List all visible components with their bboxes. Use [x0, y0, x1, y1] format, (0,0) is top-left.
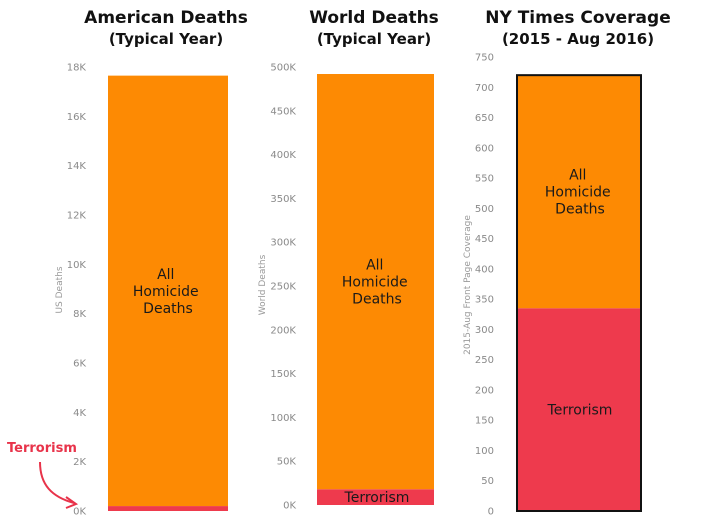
- y-tick-label: 10K: [67, 260, 87, 271]
- y-tick-label: 400: [475, 264, 494, 275]
- y-tick-label: 300K: [270, 238, 296, 249]
- annotation-arrow-head: [65, 496, 79, 509]
- y-tick-label: 200: [475, 385, 494, 396]
- bar-label-line: All: [366, 258, 383, 274]
- panel-subtitle: (Typical Year): [109, 30, 223, 48]
- panel-subtitle: (2015 - Aug 2016): [502, 30, 654, 48]
- y-tick-label: 0: [488, 507, 494, 518]
- annotation-arrow: [39, 461, 75, 504]
- bar-segment-homicide: [317, 74, 434, 490]
- bar-label-line: All: [157, 267, 174, 283]
- bar-label-line: Homicide: [133, 284, 199, 300]
- y-axis-ticks: 0K 50K 100K 150K 200K 250K 300K 350K 400K 450K 500…: [270, 63, 296, 512]
- y-axis-ticks: 0 50 100 150 200 250 300 350 400 450 500 550 600 650 7…: [475, 53, 494, 518]
- y-tick-label: 100K: [270, 413, 296, 424]
- y-tick-label: 50: [481, 476, 494, 487]
- y-tick-label: 500K: [270, 63, 296, 74]
- y-tick-label: 350K: [270, 194, 296, 205]
- y-tick-label: 18K: [67, 63, 87, 74]
- y-tick-label: 16K: [67, 112, 87, 123]
- y-tick-label: 750: [475, 53, 494, 64]
- bar-segment-terrorism: [108, 506, 228, 511]
- bar-segment-homicide: [517, 75, 641, 309]
- y-axis-label: US Deaths: [55, 266, 65, 313]
- y-tick-label: 250: [475, 355, 494, 366]
- y-tick-label: 700: [475, 83, 494, 94]
- bar-label-line: Deaths: [143, 301, 193, 317]
- bar-label-line: Homicide: [545, 185, 611, 201]
- y-tick-label: 12K: [67, 211, 87, 222]
- y-tick-label: 300: [475, 325, 494, 336]
- bar-segment-label-homicide: All Homicide Deaths: [545, 168, 615, 218]
- panel-title: NY Times Coverage: [485, 8, 670, 28]
- y-axis-ticks: 0K 2K 4K 6K 8K 10K 12K 14K 16K 18K: [67, 63, 87, 518]
- y-tick-label: 50K: [277, 457, 297, 468]
- y-tick-label: 650: [475, 113, 494, 124]
- y-axis-label: World Deaths: [258, 254, 268, 315]
- panel-subtitle: (Typical Year): [317, 30, 431, 48]
- y-tick-label: 0K: [73, 507, 86, 518]
- stacked-bar: [516, 74, 642, 512]
- panel-title: American Deaths: [84, 8, 248, 28]
- y-tick-label: 400K: [270, 150, 296, 161]
- bar-segment-label-homicide: All Homicide Deaths: [342, 258, 412, 308]
- y-tick-label: 150K: [270, 369, 296, 380]
- bar-outline: [516, 74, 642, 512]
- y-tick-label: 450: [475, 234, 494, 245]
- y-tick-label: 350: [475, 295, 494, 306]
- panel-american-deaths: American Deaths (Typical Year) US Deaths…: [7, 8, 248, 518]
- bar-label-line: Deaths: [352, 292, 402, 308]
- bar-segment-terrorism: [517, 308, 641, 511]
- panel-world-deaths: World Deaths (Typical Year) World Deaths…: [258, 8, 439, 512]
- bar-segment-label-homicide: All Homicide Deaths: [133, 267, 203, 317]
- bar-segment-terrorism: [317, 489, 434, 505]
- stacked-bar: [317, 74, 434, 505]
- bar-segment-label-terrorism: Terrorism: [547, 403, 613, 419]
- bar-segment-label-terrorism: Terrorism: [344, 490, 410, 506]
- bar-label-line: Homicide: [342, 275, 408, 291]
- y-tick-label: 8K: [73, 309, 86, 320]
- y-tick-label: 6K: [73, 359, 86, 370]
- y-tick-label: 14K: [67, 161, 87, 172]
- y-tick-label: 150: [475, 416, 494, 427]
- stacked-bar: [108, 75, 228, 511]
- y-tick-label: 2K: [73, 457, 86, 468]
- bar-label-line: All: [569, 168, 586, 184]
- terrorism-annotation: Terrorism: [7, 441, 79, 509]
- panel-title: World Deaths: [309, 8, 439, 28]
- y-tick-label: 450K: [270, 106, 296, 117]
- y-tick-label: 0K: [283, 501, 296, 512]
- annotation-label: Terrorism: [7, 441, 77, 456]
- y-axis-label: 2015-Aug Front Page Coverage: [463, 215, 473, 355]
- y-tick-label: 500: [475, 204, 494, 215]
- y-tick-label: 100: [475, 446, 494, 457]
- bar-label-line: Deaths: [555, 202, 605, 218]
- y-tick-label: 600: [475, 143, 494, 154]
- bar-segment-homicide: [108, 75, 228, 507]
- panel-nytimes-coverage: NY Times Coverage (2015 - Aug 2016) 2015…: [463, 8, 671, 518]
- y-tick-label: 200K: [270, 325, 296, 336]
- y-tick-label: 250K: [270, 282, 296, 293]
- y-tick-label: 4K: [73, 408, 86, 419]
- y-tick-label: 550: [475, 174, 494, 185]
